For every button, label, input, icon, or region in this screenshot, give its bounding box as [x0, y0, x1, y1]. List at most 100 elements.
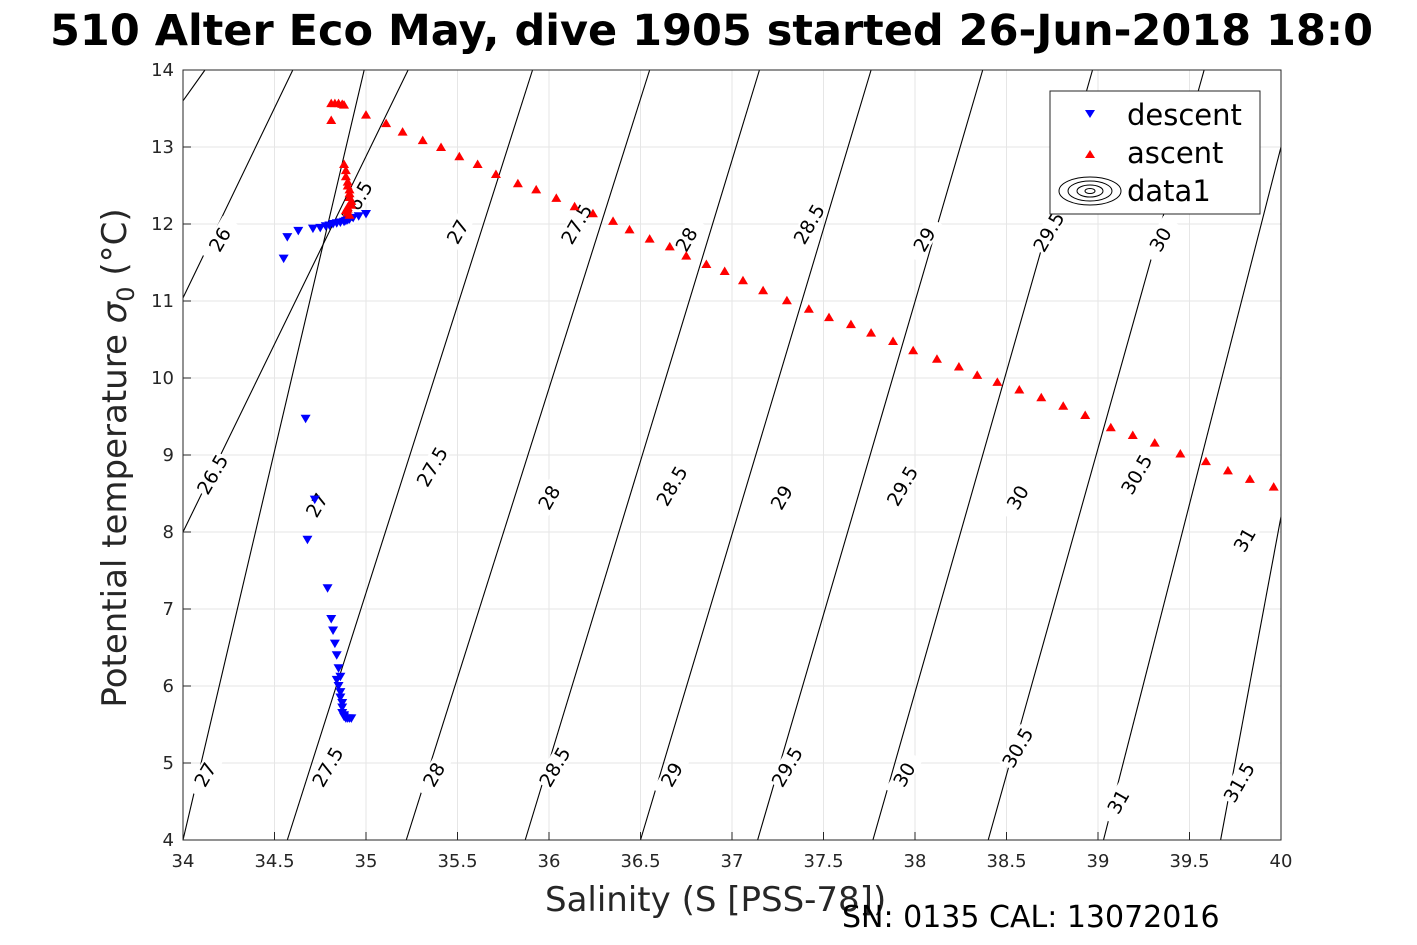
descent-point	[337, 703, 348, 713]
ascent-point	[472, 159, 483, 168]
y-tick-label: 11	[151, 291, 174, 312]
ascent-point	[1222, 465, 1233, 475]
y-tick-label: 12	[151, 214, 174, 235]
descent-point	[328, 626, 339, 636]
ascent-point	[845, 319, 856, 329]
descent-point	[335, 688, 346, 697]
y-axis-label-unit: (°C)	[95, 208, 135, 287]
contour-label-gap	[762, 473, 801, 521]
contour-label-gap	[414, 750, 453, 799]
contour-line-31	[1102, 146, 1282, 841]
ascent-point	[531, 184, 542, 194]
ascent-point	[608, 216, 619, 225]
ascent-point	[1149, 438, 1160, 447]
descent-point	[346, 714, 357, 723]
x-tick-label: 35	[355, 851, 378, 872]
contour-label-gap	[1117, 450, 1156, 498]
contour-label-gap	[998, 473, 1037, 521]
contour-label-gap	[885, 750, 923, 799]
contour-line-28-5	[524, 69, 760, 841]
ascent-point	[681, 251, 692, 260]
y-tick-label: 7	[163, 599, 174, 620]
ascent-point	[344, 210, 355, 219]
ascent-point	[1105, 422, 1116, 432]
ascent-point	[326, 115, 337, 125]
ascent-point	[931, 354, 942, 363]
contour-line-28	[405, 69, 651, 841]
ascent-point	[1036, 392, 1047, 402]
y-axis-label-main: Potential temperature	[95, 323, 135, 708]
contour-label-gap	[1029, 208, 1068, 256]
descent-point	[333, 664, 344, 673]
contour-label-gap	[883, 462, 921, 510]
ascent-point	[569, 201, 580, 211]
descent-point	[331, 651, 342, 660]
x-tick-label: 35.5	[437, 851, 477, 872]
x-tick-label: 39.5	[1169, 851, 1209, 872]
descent-point	[293, 226, 304, 236]
contour-label-gap	[667, 215, 706, 263]
legend-descent-marker	[1085, 110, 1095, 118]
y-tick-label: 5	[163, 753, 174, 774]
descent-series	[278, 209, 371, 723]
descent-point	[282, 233, 293, 242]
ascent-point	[587, 208, 598, 218]
descent-point	[315, 223, 326, 233]
contour-label-gap	[200, 215, 239, 263]
ascent-point	[992, 377, 1003, 386]
contour-label-gap	[1141, 215, 1180, 263]
ascent-point	[908, 345, 919, 355]
descent-point	[322, 584, 333, 593]
descent-point	[309, 495, 320, 505]
ascent-point	[1200, 456, 1211, 466]
x-tick-label: 37	[721, 851, 744, 872]
ascent-point	[758, 285, 769, 295]
contour-label-gap	[297, 481, 336, 529]
ascent-point	[397, 127, 408, 136]
ascent-point	[1127, 430, 1138, 439]
contour-label-gap	[652, 462, 691, 510]
descent-point	[329, 639, 340, 649]
contour-line-26	[182, 69, 206, 102]
x-axis-label: Salinity (S [PSS-78])	[545, 880, 887, 920]
descent-point	[326, 615, 337, 624]
y-axis-label-subscript: 0	[112, 286, 140, 302]
y-axis-label: Potential temperature σ0 (°C)	[95, 208, 140, 708]
ascent-point	[1244, 474, 1255, 483]
y-tick-label: 8	[163, 522, 174, 543]
contour-label-gap	[438, 208, 477, 256]
ascent-point	[972, 370, 983, 379]
legend-ascent-marker	[1085, 150, 1095, 158]
ascent-point	[664, 241, 675, 251]
ascent-point	[1268, 482, 1279, 491]
y-axis-label-sigma: σ	[95, 301, 135, 324]
contour-label-gap	[998, 724, 1037, 772]
y-axis-ticks: 4 5 6 7 8 9 10 11 12 13 14	[151, 60, 191, 851]
ascent-point	[719, 266, 730, 275]
ascent-point	[436, 142, 447, 151]
ascent-point	[1014, 385, 1025, 394]
y-tick-label: 13	[151, 137, 174, 158]
chart-title: 510 Alter Eco May, dive 1905 started 26-…	[49, 6, 1374, 56]
x-tick-label: 34	[172, 851, 195, 872]
y-tick-label: 6	[163, 676, 174, 697]
contour-label-gap	[768, 743, 806, 791]
ascent-point	[701, 259, 712, 269]
contour-label-gap	[530, 473, 568, 521]
ascent-point	[737, 275, 748, 285]
ascent-point	[512, 178, 523, 188]
contour-label-gap	[413, 442, 451, 491]
contour-label-gap	[535, 743, 574, 791]
x-tick-label: 34.5	[254, 851, 294, 872]
contour-line-26-5	[182, 69, 294, 299]
legend-data1-label: data1	[1127, 174, 1211, 208]
descent-point	[300, 414, 311, 424]
descent-point	[302, 535, 313, 545]
ascent-point	[381, 118, 392, 128]
contour-label-gap	[557, 200, 596, 248]
y-tick-label: 4	[163, 830, 174, 851]
contour-label-gap	[1220, 758, 1258, 806]
ascent-point	[1080, 410, 1091, 419]
x-tick-label: 39	[1087, 851, 1110, 872]
